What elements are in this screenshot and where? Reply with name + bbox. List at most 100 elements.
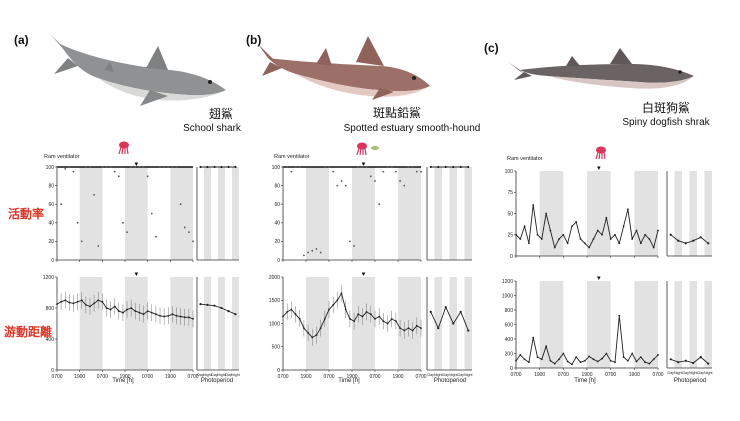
activity-point <box>89 166 91 168</box>
photo-point <box>459 165 462 169</box>
data-point <box>298 317 301 320</box>
squid-tentacle <box>121 146 124 155</box>
data-point <box>592 238 595 240</box>
x-tick-label: 0700 <box>369 374 380 380</box>
data-point <box>378 315 381 318</box>
squid-tentacle <box>364 147 367 156</box>
data-point <box>130 307 133 309</box>
data-point <box>399 327 401 330</box>
data-point <box>332 304 335 306</box>
photo-point <box>444 306 447 309</box>
data-point <box>76 300 79 303</box>
feeding-arrow-icon <box>597 276 601 280</box>
y-tick-label: 20 <box>274 239 280 245</box>
photo-tick-label: Night <box>434 373 442 377</box>
photo-point <box>699 356 702 359</box>
squid-tentacle <box>595 151 599 160</box>
night-band <box>704 281 712 368</box>
y-tick-label: 40 <box>274 221 280 227</box>
night-band <box>125 277 148 370</box>
photo-line <box>430 306 469 331</box>
data-point <box>558 358 560 361</box>
y-tick-label: 1000 <box>269 321 280 327</box>
squid-tentacle <box>603 151 606 160</box>
x-tick-label: 1900 <box>534 372 545 378</box>
data-point <box>631 352 634 355</box>
activity-point <box>72 170 75 173</box>
photo-line <box>200 303 236 315</box>
data-point <box>644 233 646 236</box>
panel-a-letter: (a) <box>14 33 29 47</box>
photo-point <box>437 327 440 330</box>
night-band <box>704 171 712 256</box>
night-band <box>79 277 103 370</box>
y-tick-label: 80 <box>274 183 280 189</box>
panel-b-x-title: Time [h] <box>338 378 360 384</box>
activity-point <box>80 240 83 243</box>
activity-point <box>64 167 67 170</box>
data-point <box>344 308 347 311</box>
panel-b-photo-title: Photoperiod <box>434 378 466 384</box>
data-point <box>286 310 289 313</box>
data-point <box>179 315 182 318</box>
data-point <box>648 362 651 365</box>
photo-tick-label: Day <box>428 373 435 377</box>
photo-point <box>220 306 223 310</box>
y-tick-label: 0 <box>51 368 54 374</box>
data-point <box>614 233 616 236</box>
activity-point <box>171 166 174 168</box>
activity-point <box>361 166 364 168</box>
night-band <box>204 167 211 260</box>
panel-a-photo-title: Photoperiod <box>201 378 233 384</box>
panel-c-name-en: Spiny dogfish shrak <box>622 117 710 128</box>
data-point <box>558 238 560 240</box>
photo-point <box>206 165 209 169</box>
activity-point <box>130 166 133 168</box>
photo-point <box>677 239 680 242</box>
data-point <box>626 359 629 362</box>
data-point <box>657 354 659 356</box>
activity-point <box>298 166 301 168</box>
y-tick-label: 60 <box>274 202 280 208</box>
photo-point <box>213 165 216 169</box>
data-point <box>515 359 517 362</box>
data-point <box>596 360 599 363</box>
photo-point <box>684 242 687 245</box>
data-point <box>571 225 573 228</box>
panel-c-activity-plot: 0 25 50 75 100 <box>505 166 712 260</box>
x-tick-label: 0700 <box>277 374 288 380</box>
data-point <box>540 238 543 240</box>
data-point <box>328 308 330 311</box>
x-tick-label: 0700 <box>510 372 521 378</box>
y-tick-label: 1200 <box>502 279 513 285</box>
panel-c-name-zh: 白斑狗鯊 <box>642 100 690 115</box>
data-point <box>579 238 582 240</box>
night-band <box>634 171 658 256</box>
activity-point <box>353 245 355 247</box>
photo-tick-label: Night <box>449 373 457 377</box>
data-point <box>523 358 526 361</box>
activity-point <box>403 184 406 187</box>
y-tick-label: 0 <box>51 258 54 264</box>
night-band <box>306 167 329 260</box>
y-tick-label: 800 <box>505 308 514 314</box>
data-point <box>319 327 322 330</box>
fish-food-icon <box>371 146 379 150</box>
data-point <box>579 361 582 364</box>
night-band <box>674 281 682 368</box>
activity-point <box>415 170 418 173</box>
activity-point <box>378 203 381 206</box>
data-point <box>171 313 174 316</box>
x-tick-label: 1900 <box>165 374 176 380</box>
data-point <box>648 238 651 240</box>
data-point <box>175 314 178 317</box>
data-point <box>528 361 530 364</box>
squid-tentacle <box>356 147 360 156</box>
data-point <box>618 314 621 317</box>
row-label-distance: 游動距離 <box>4 324 52 339</box>
photo-line <box>670 234 709 244</box>
photo-point <box>669 233 672 236</box>
photo-point <box>707 362 710 365</box>
activity-point <box>307 251 309 254</box>
data-point <box>60 300 63 303</box>
